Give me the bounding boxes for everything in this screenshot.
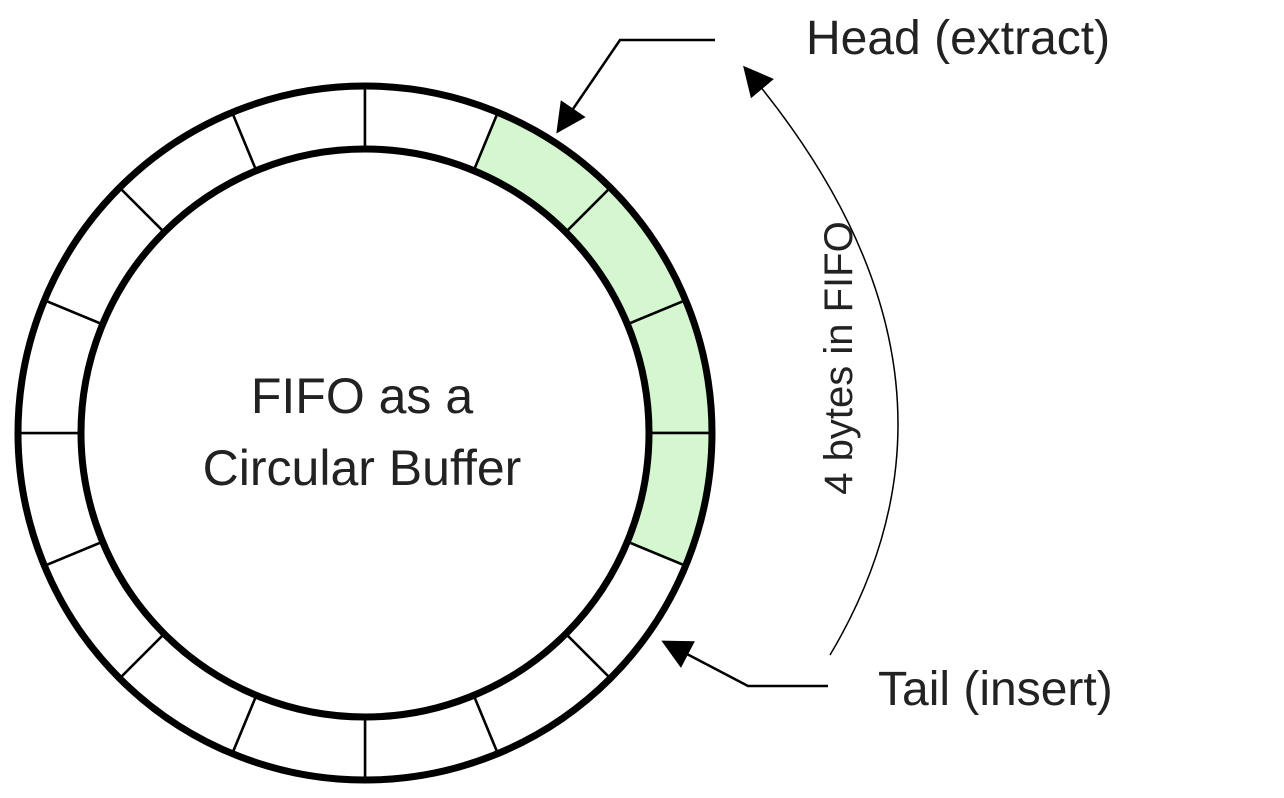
center-label-line-2: Circular Buffer (203, 440, 522, 496)
head-pointer-arrow (556, 38, 715, 134)
ring-outer-edge (14, 82, 716, 784)
tail-label: Tail (insert) (878, 663, 1113, 716)
count-arc (743, 65, 899, 656)
center-label-line-1: FIFO as a (251, 368, 473, 424)
count-label: 4 bytes in FIFO (817, 221, 861, 494)
tail-pointer-arrow (661, 640, 828, 688)
head-label: Head (extract) (806, 12, 1110, 65)
ring-inner-edge (77, 145, 653, 721)
